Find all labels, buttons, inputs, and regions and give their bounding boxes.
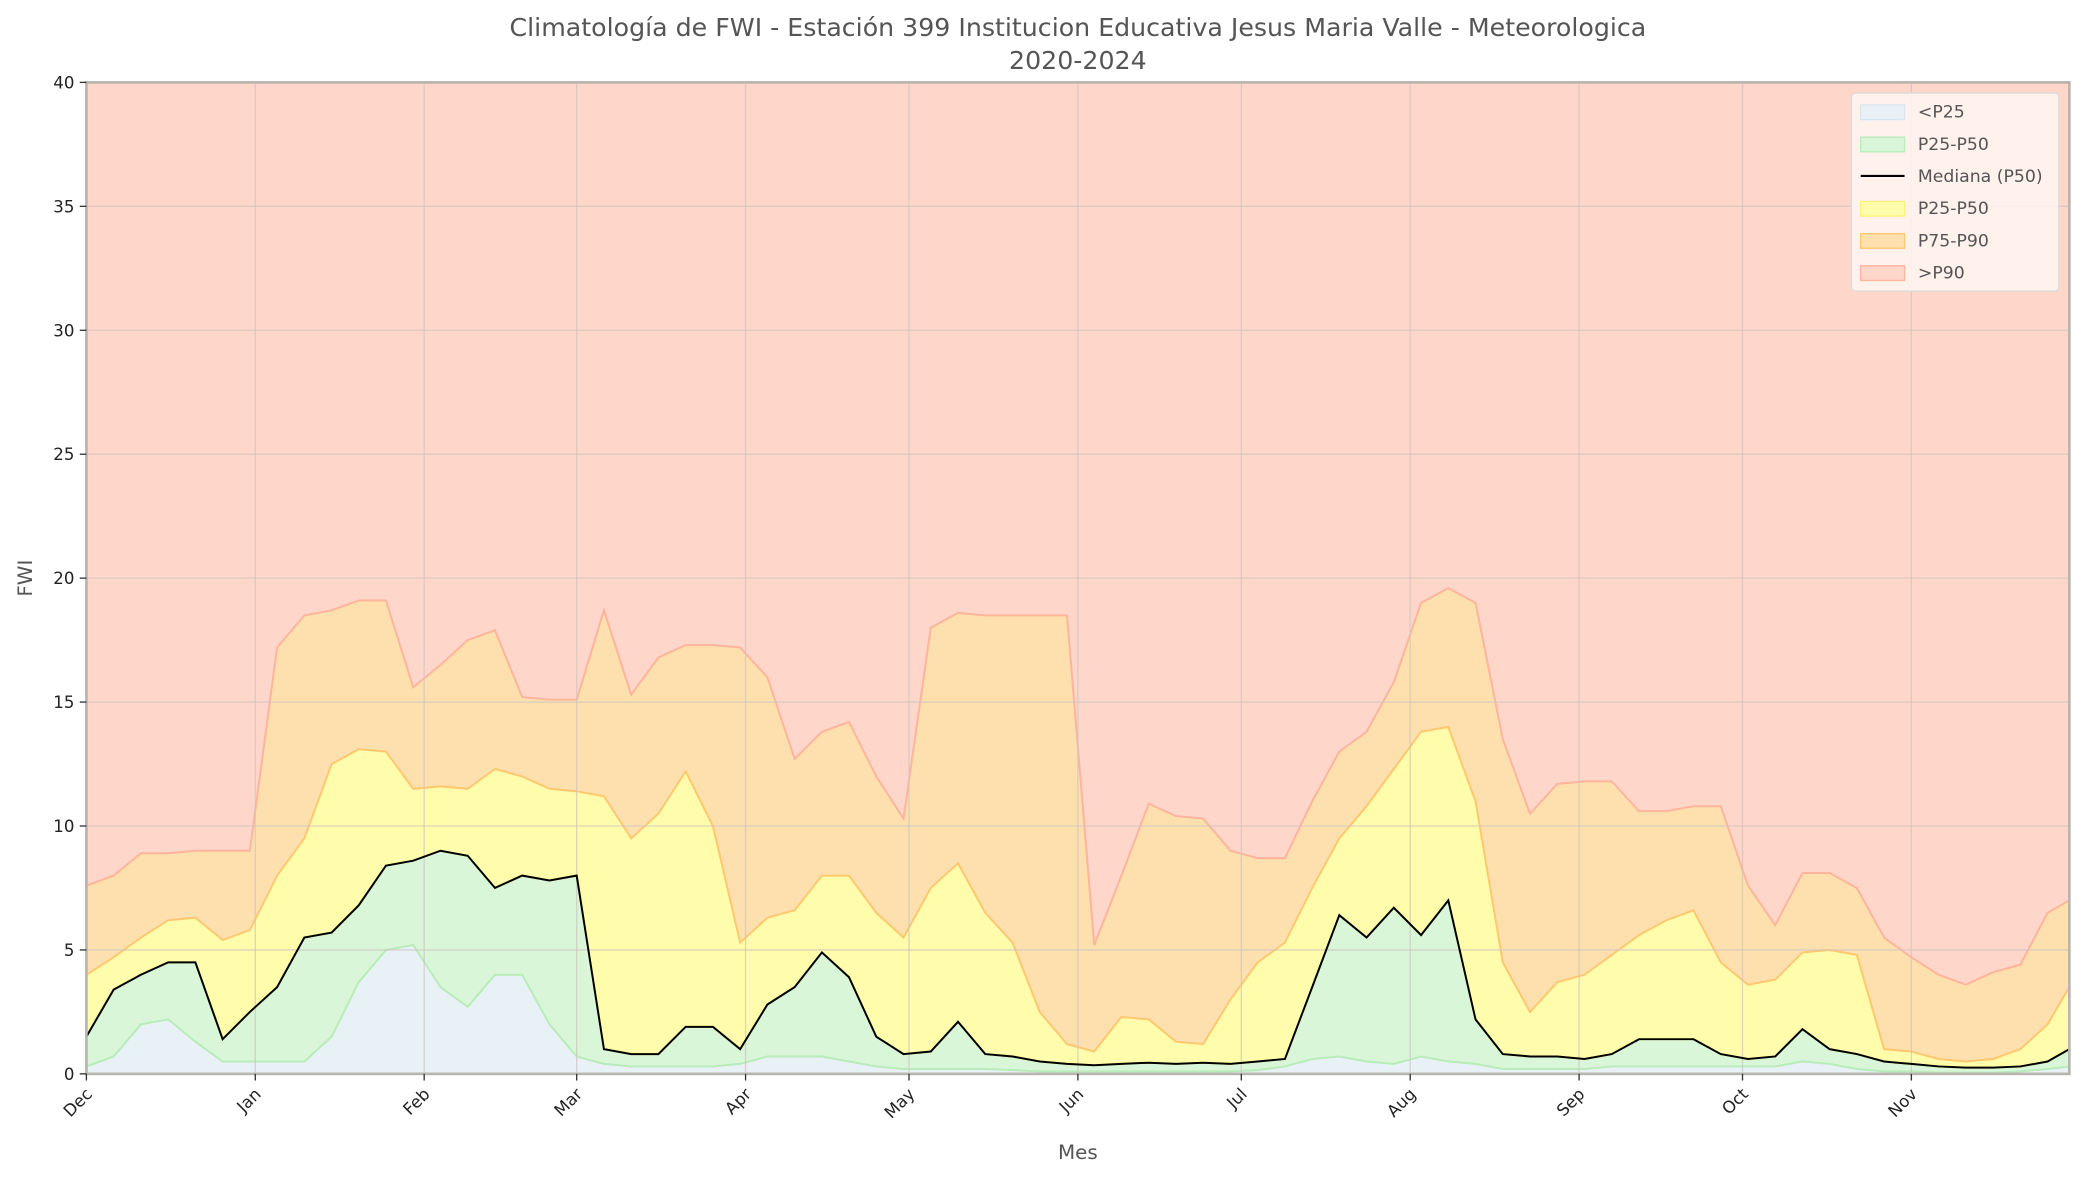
y-tick-label: 10 (53, 817, 74, 836)
y-tick-label: 0 (64, 1065, 75, 1084)
x-tick-label: Jul (1222, 1085, 1250, 1113)
x-tick-label: Dec (60, 1085, 96, 1121)
legend-label: <P25 (1918, 103, 1965, 123)
x-tick-label: Jun (1055, 1085, 1087, 1117)
legend: <P25 P25-P50 Mediana (P50) P25-P50 P75-P90 >P… (1850, 92, 2060, 292)
band-above-p90-edge (86, 586, 2070, 986)
legend-label: Mediana (P50) (1918, 167, 2043, 187)
x-tick-label: May (881, 1084, 919, 1122)
legend-label: >P90 (1918, 263, 1965, 283)
y-axis-label: FWI (14, 560, 37, 597)
y-tick-label: 30 (53, 321, 74, 340)
x-tick-label: Apr (721, 1084, 755, 1118)
band-p25-p50 (86, 850, 2070, 1073)
x-tick-label: Sep (1553, 1085, 1589, 1121)
legend-swatch (1860, 232, 1906, 249)
legend-label: P25-P50 (1918, 199, 1989, 219)
chart-title: Climatología de FWI - Estación 399 Insti… (510, 13, 1647, 42)
legend-swatch (1860, 265, 1906, 282)
y-tick-label: 40 (53, 73, 74, 92)
legend-box (1850, 92, 2060, 292)
y-tick-label: 20 (53, 569, 74, 588)
y-tick-label: 15 (53, 693, 74, 712)
x-axis-label: Mes (1058, 1141, 1098, 1164)
y-tick-label: 5 (64, 941, 75, 960)
band-below-p25 (86, 944, 2070, 1074)
x-tick-label: Nov (1884, 1084, 1920, 1120)
x-axis: Dec Jan Feb Mar Apr May Jun Jul Aug Sep Oct Nov (60, 1073, 1921, 1122)
x-tick-label: Jan (233, 1085, 265, 1117)
legend-label: P25-P50 (1918, 135, 1989, 155)
legend-swatch (1860, 136, 1906, 153)
median-line (85, 849, 2070, 1069)
x-tick-label: Feb (399, 1085, 433, 1119)
band-p25-p50-edge (86, 943, 2070, 1074)
band-p75-p90-edge (85, 725, 2071, 1063)
x-tick-label: Aug (1383, 1085, 1419, 1121)
x-tick-label: Oct (1718, 1084, 1752, 1118)
y-tick-label: 35 (53, 197, 74, 216)
legend-swatch (1860, 200, 1906, 217)
x-tick-label: Mar (551, 1084, 587, 1120)
chart-subtitle: 2020-2024 (1009, 46, 1147, 75)
legend-swatch (1860, 104, 1906, 121)
y-tick-label: 25 (53, 445, 74, 464)
legend-label: P75-P90 (1918, 231, 1989, 251)
band-p50-p75 (86, 726, 2070, 1068)
y-axis: 0 5 10 15 20 25 30 35 40 (53, 73, 87, 1084)
